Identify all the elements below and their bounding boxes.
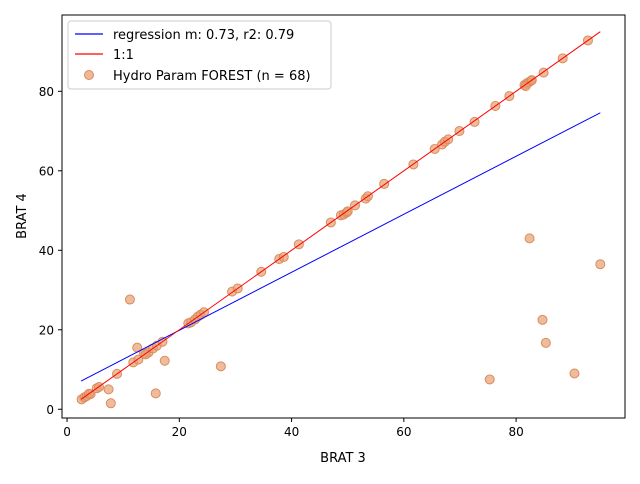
scatter-point — [537, 314, 548, 325]
scatter-point — [595, 259, 606, 270]
x-tick-label: 40 — [284, 425, 299, 439]
y-tick-label: 0 — [46, 403, 54, 417]
legend-identity-label: 1:1 — [113, 48, 134, 63]
legend-points-label: Hydro Param FOREST (n = 68) — [113, 69, 311, 84]
scatter-point — [569, 368, 580, 379]
y-tick-label: 40 — [39, 244, 54, 258]
scatter-point — [524, 233, 535, 244]
scatter-point — [103, 384, 114, 395]
scatter-point — [484, 374, 495, 385]
legend: regression m: 0.73, r2: 0.79 1:1 Hydro P… — [67, 20, 332, 90]
regression-line — [80, 112, 601, 382]
scatter-point — [540, 337, 551, 348]
scatter-point — [520, 81, 531, 92]
x-tick-label: 80 — [508, 425, 523, 439]
legend-box — [67, 20, 332, 90]
legend-points-swatch — [84, 70, 94, 80]
scatter-point — [215, 361, 226, 372]
identity-line — [80, 31, 601, 400]
x-tick-label: 20 — [172, 425, 187, 439]
y-tick-label: 60 — [39, 164, 54, 178]
scatter-point — [105, 398, 116, 409]
y-tick-label: 20 — [39, 323, 54, 337]
plot-frame — [61, 14, 626, 419]
y-tick-label: 80 — [39, 85, 54, 99]
x-tick-label: 60 — [396, 425, 411, 439]
y-axis-label: BRAT 4 — [15, 193, 30, 239]
data-layer — [76, 31, 606, 409]
x-axis-label: BRAT 3 — [320, 451, 366, 466]
legend-regression-label: regression m: 0.73, r2: 0.79 — [113, 28, 294, 43]
scatter-point — [150, 388, 161, 399]
scatter-point — [159, 355, 170, 366]
x-tick-label: 0 — [63, 425, 71, 439]
axis-layer: 0 20 40 60 80 0 20 40 60 80 — [39, 85, 524, 439]
scatter-point — [124, 294, 135, 305]
